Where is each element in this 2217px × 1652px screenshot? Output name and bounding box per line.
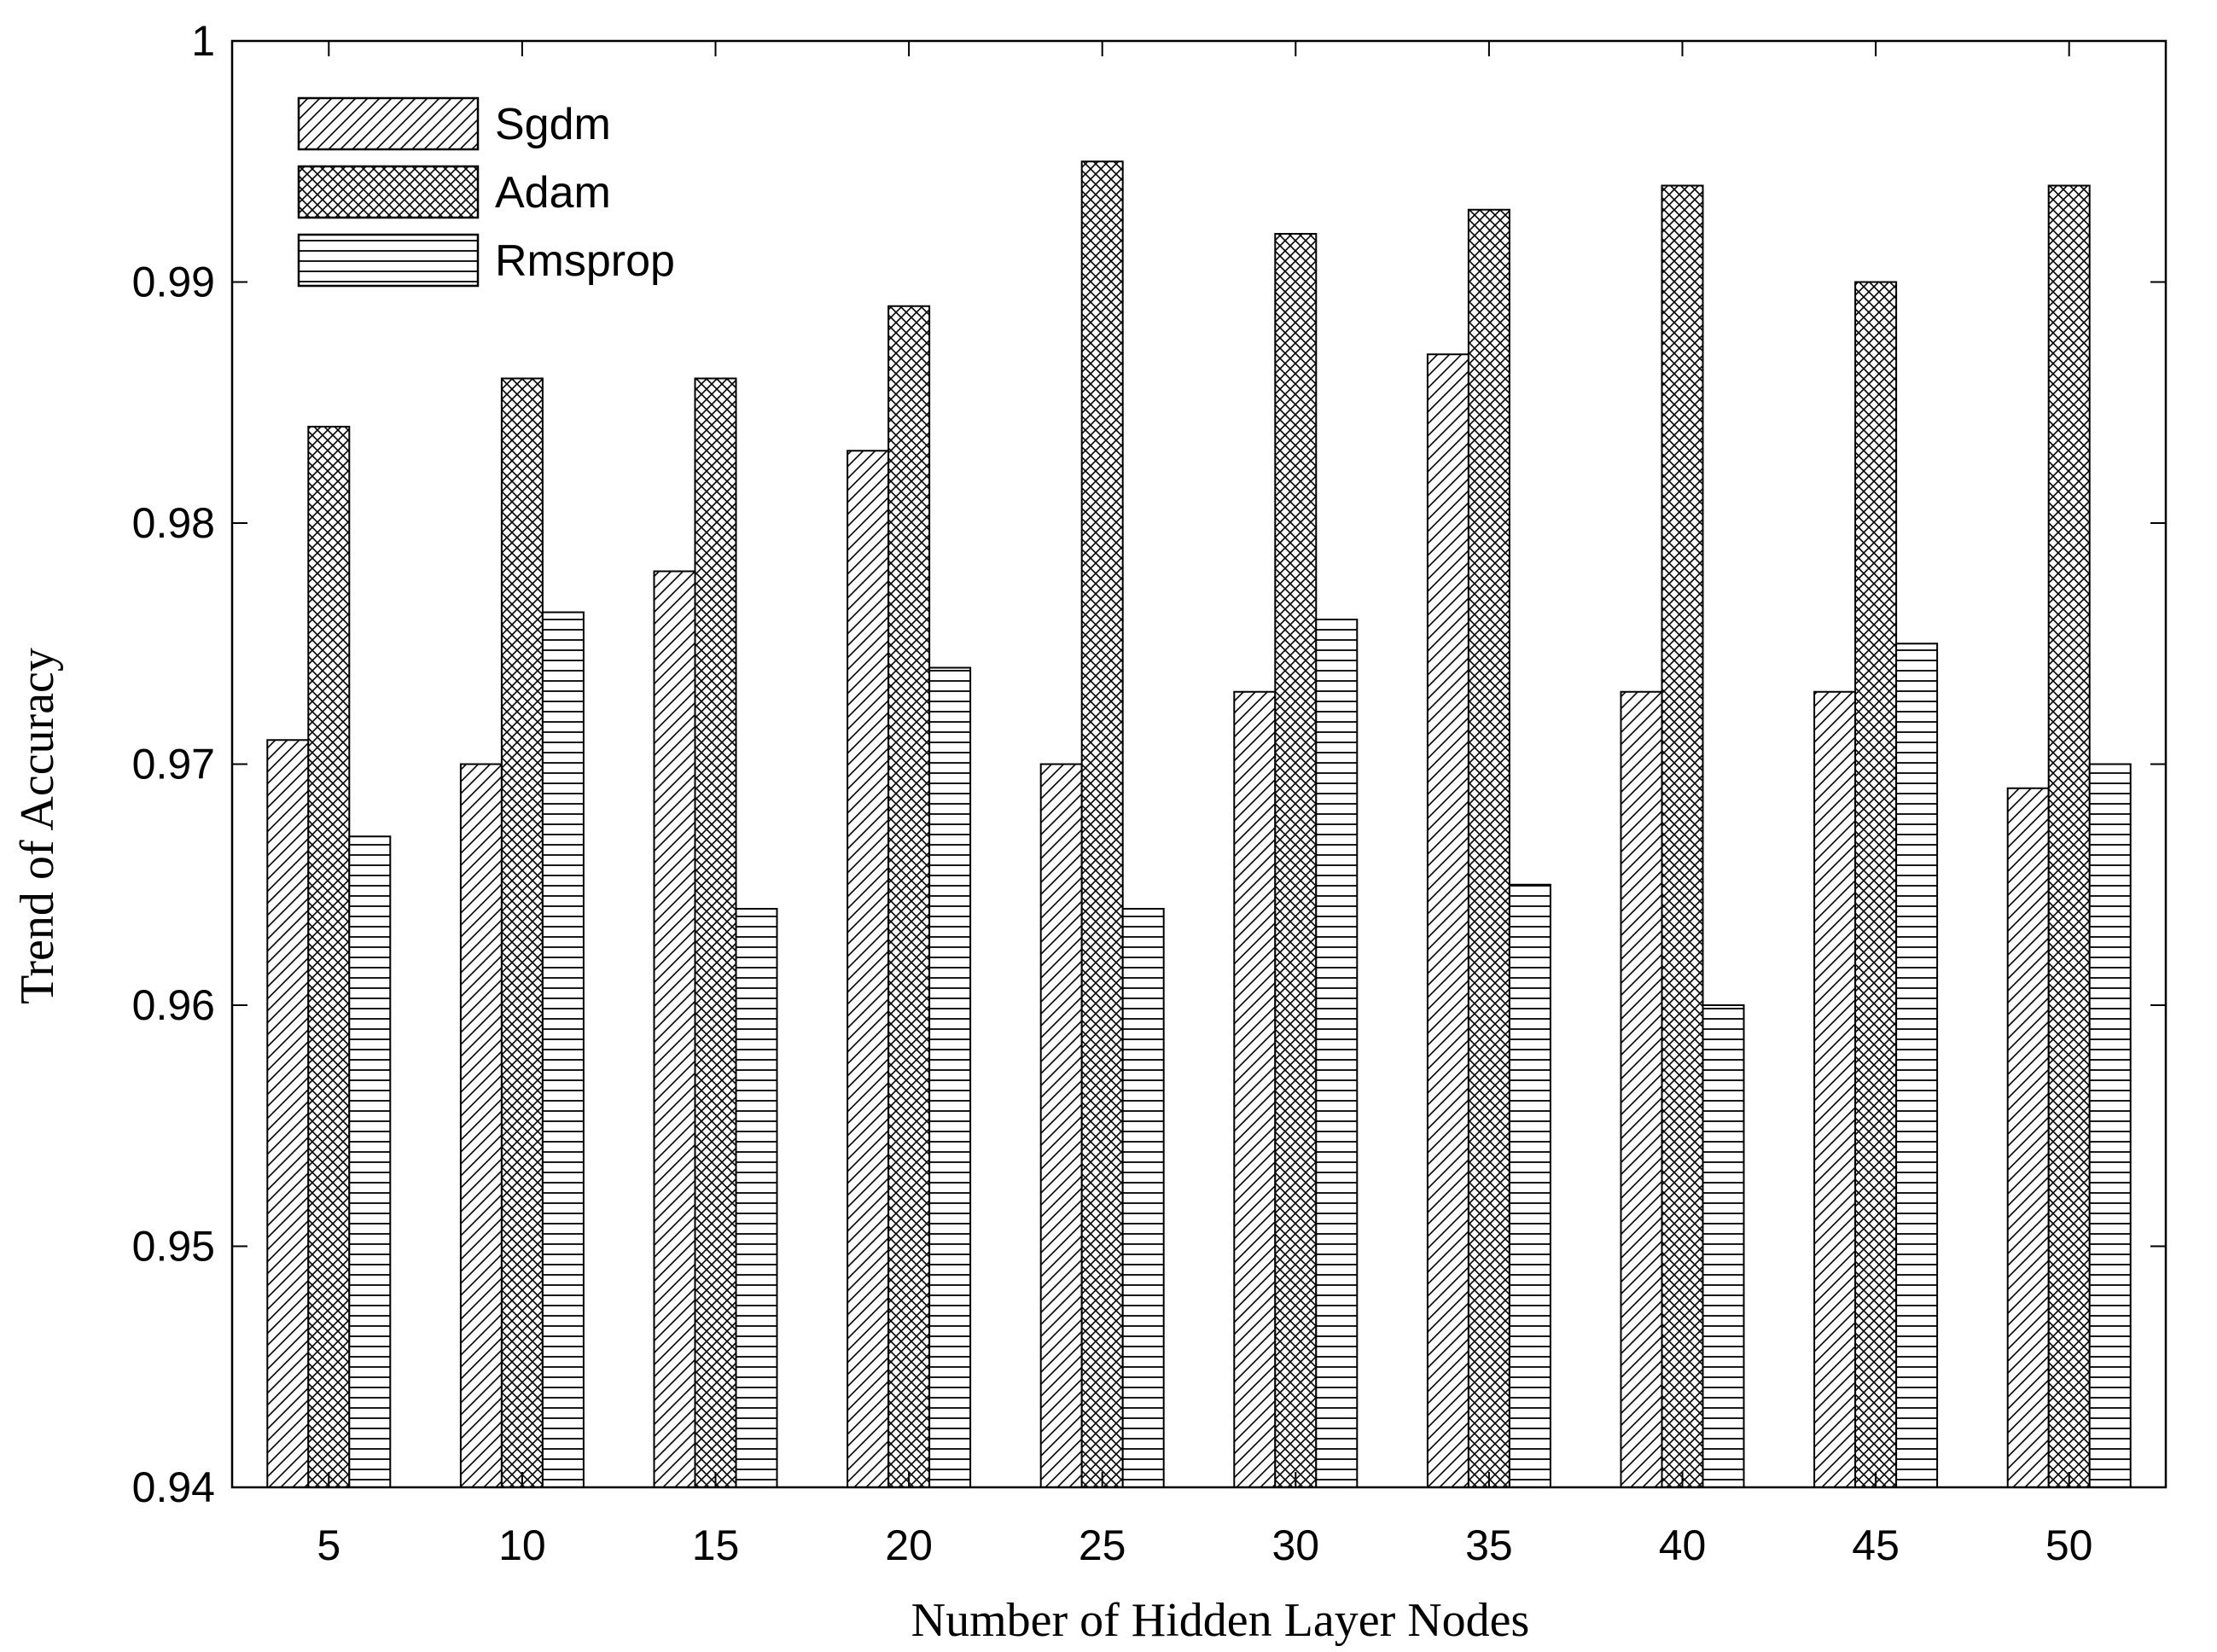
x-tick-label: 15 xyxy=(692,1521,740,1569)
bar-adam-40 xyxy=(1661,184,1704,1488)
bar-sgdm-35 xyxy=(1426,353,1469,1488)
bar-adam-15 xyxy=(694,377,737,1488)
y-tick-label: 1 xyxy=(191,17,215,65)
bar-sgdm-10 xyxy=(459,763,503,1488)
bar-sgdm-40 xyxy=(1620,690,1663,1488)
legend-label-rmsprop: Rmsprop xyxy=(495,236,675,286)
bars-group xyxy=(266,160,2132,1488)
bar-sgdm-5 xyxy=(266,739,310,1488)
bar-sgdm-45 xyxy=(1813,690,1857,1488)
bar-rmsprop-5 xyxy=(348,835,392,1488)
y-tick-label: 0.99 xyxy=(132,259,215,306)
bar-rmsprop-40 xyxy=(1702,1004,1745,1488)
bar-rmsprop-30 xyxy=(1315,619,1359,1488)
x-tick-label: 10 xyxy=(498,1521,546,1569)
bar-sgdm-20 xyxy=(847,450,890,1488)
x-tick-label: 40 xyxy=(1659,1521,1707,1569)
y-tick-label: 0.97 xyxy=(132,741,215,788)
bar-adam-45 xyxy=(1854,281,1898,1488)
bar-rmsprop-20 xyxy=(928,666,972,1488)
bar-adam-20 xyxy=(887,305,931,1488)
y-tick-label: 0.98 xyxy=(132,499,215,547)
x-tick-label: 50 xyxy=(2045,1521,2093,1569)
bar-adam-10 xyxy=(500,377,544,1488)
x-axis-title: Number of Hidden Layer Nodes xyxy=(911,1594,1530,1647)
bar-sgdm-15 xyxy=(653,570,696,1488)
bar-adam-50 xyxy=(2047,184,2091,1488)
legend-label-sgdm: Sgdm xyxy=(495,100,611,149)
bar-rmsprop-10 xyxy=(541,611,585,1488)
y-tick-label: 0.95 xyxy=(132,1223,215,1271)
legend-swatch-rmsprop xyxy=(297,233,480,288)
bar-adam-5 xyxy=(307,426,351,1488)
x-tick-label: 5 xyxy=(317,1521,340,1569)
x-tick-label: 25 xyxy=(1079,1521,1126,1569)
bar-rmsprop-25 xyxy=(1121,908,1165,1488)
y-axis-title: Trend of Accuracy xyxy=(11,648,64,1004)
legend: Sgdm Adam Rmsprop xyxy=(297,96,675,288)
bar-rmsprop-50 xyxy=(2088,763,2132,1488)
bar-rmsprop-15 xyxy=(735,908,778,1488)
x-tick-label: 35 xyxy=(1465,1521,1513,1569)
bar-sgdm-25 xyxy=(1039,763,1083,1488)
y-tick-label: 0.96 xyxy=(132,981,215,1029)
bar-rmsprop-45 xyxy=(1895,643,1939,1488)
y-tick-label: 0.94 xyxy=(132,1463,215,1511)
bar-adam-30 xyxy=(1274,233,1318,1488)
x-tick-label: 20 xyxy=(885,1521,933,1569)
legend-swatch-adam xyxy=(297,165,480,219)
bar-adam-35 xyxy=(1467,208,1510,1488)
legend-label-adam: Adam xyxy=(495,168,611,218)
x-tick-label: 45 xyxy=(1852,1521,1900,1569)
bar-sgdm-50 xyxy=(2006,787,2050,1488)
bar-adam-25 xyxy=(1080,160,1124,1488)
x-tick-label: 30 xyxy=(1271,1521,1319,1569)
legend-swatch-sgdm xyxy=(297,96,480,151)
bar-rmsprop-35 xyxy=(1508,883,1551,1488)
bar-sgdm-30 xyxy=(1233,690,1277,1488)
